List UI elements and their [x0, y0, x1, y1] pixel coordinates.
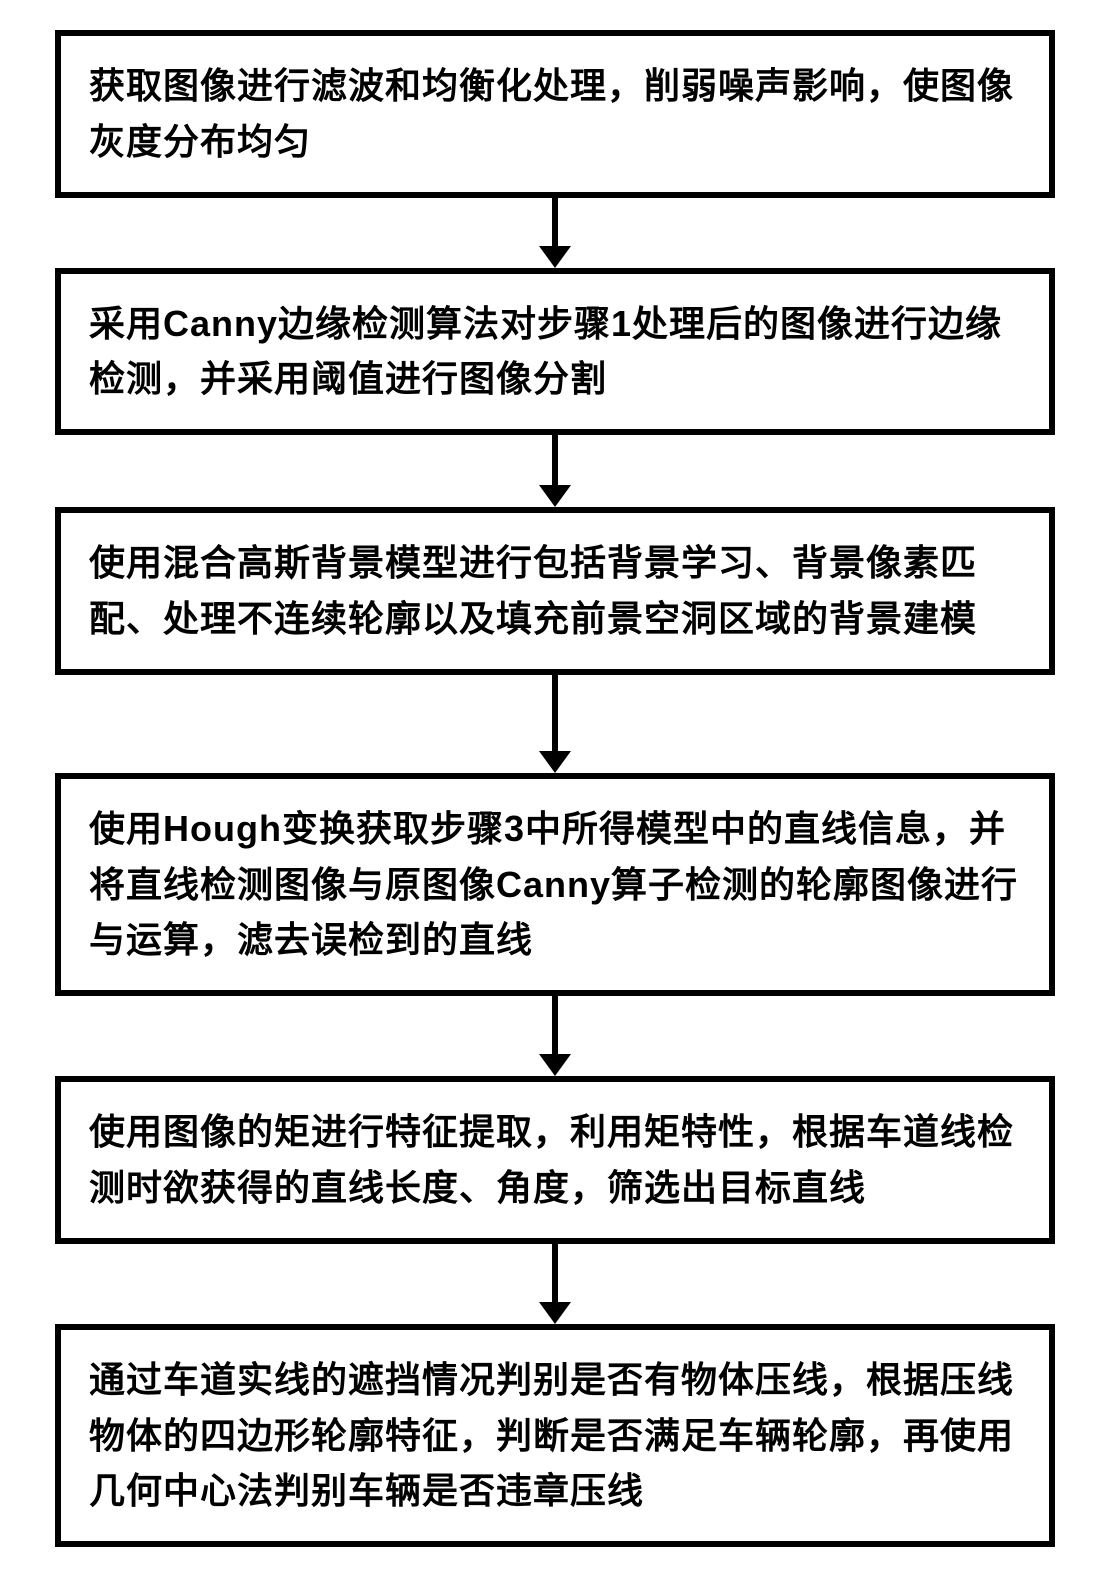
- flow-arrow: [539, 435, 571, 507]
- flow-node-step1: 获取图像进行滤波和均衡化处理，削弱噪声影响，使图像灰度分布均匀: [55, 30, 1055, 198]
- arrow-head-icon: [539, 485, 571, 507]
- arrow-line: [552, 435, 558, 487]
- arrow-head-icon: [539, 246, 571, 268]
- flow-arrow: [539, 675, 571, 773]
- flow-node-step2: 采用Canny边缘检测算法对步骤1处理后的图像进行边缘检测，并采用阈值进行图像分…: [55, 268, 1055, 436]
- arrow-line: [552, 996, 558, 1056]
- node-text: 使用混合高斯背景模型进行包括背景学习、背景像素匹配、处理不连续轮廓以及填充前景空…: [89, 542, 977, 639]
- arrow-head-icon: [539, 1302, 571, 1324]
- arrow-line: [552, 675, 558, 753]
- arrow-line: [552, 198, 558, 248]
- flow-arrow: [539, 996, 571, 1076]
- arrow-head-icon: [539, 1054, 571, 1076]
- arrow-line: [552, 1244, 558, 1304]
- arrow-head-icon: [539, 751, 571, 773]
- node-text: 通过车道实线的遮挡情况判别是否有物体压线，根据压线物体的四边形轮廓特征，判断是否…: [89, 1359, 1014, 1512]
- node-text: 使用Hough变换获取步骤3中所得模型中的直线信息，并将直线检测图像与原图像Ca…: [89, 808, 1018, 961]
- flow-node-step5: 使用图像的矩进行特征提取，利用矩特性，根据车道线检测时欲获得的直线长度、角度，筛…: [55, 1076, 1055, 1244]
- flow-arrow: [539, 1244, 571, 1324]
- node-text: 采用Canny边缘检测算法对步骤1处理后的图像进行边缘检测，并采用阈值进行图像分…: [89, 303, 1002, 400]
- flowchart-container: 获取图像进行滤波和均衡化处理，削弱噪声影响，使图像灰度分布均匀 采用Canny边…: [0, 0, 1110, 1577]
- flow-node-step3: 使用混合高斯背景模型进行包括背景学习、背景像素匹配、处理不连续轮廓以及填充前景空…: [55, 507, 1055, 675]
- node-text: 使用图像的矩进行特征提取，利用矩特性，根据车道线检测时欲获得的直线长度、角度，筛…: [89, 1111, 1014, 1208]
- node-text: 获取图像进行滤波和均衡化处理，削弱噪声影响，使图像灰度分布均匀: [89, 65, 1014, 162]
- flow-arrow: [539, 198, 571, 268]
- flow-node-step4: 使用Hough变换获取步骤3中所得模型中的直线信息，并将直线检测图像与原图像Ca…: [55, 773, 1055, 996]
- flow-node-step6: 通过车道实线的遮挡情况判别是否有物体压线，根据压线物体的四边形轮廓特征，判断是否…: [55, 1324, 1055, 1547]
